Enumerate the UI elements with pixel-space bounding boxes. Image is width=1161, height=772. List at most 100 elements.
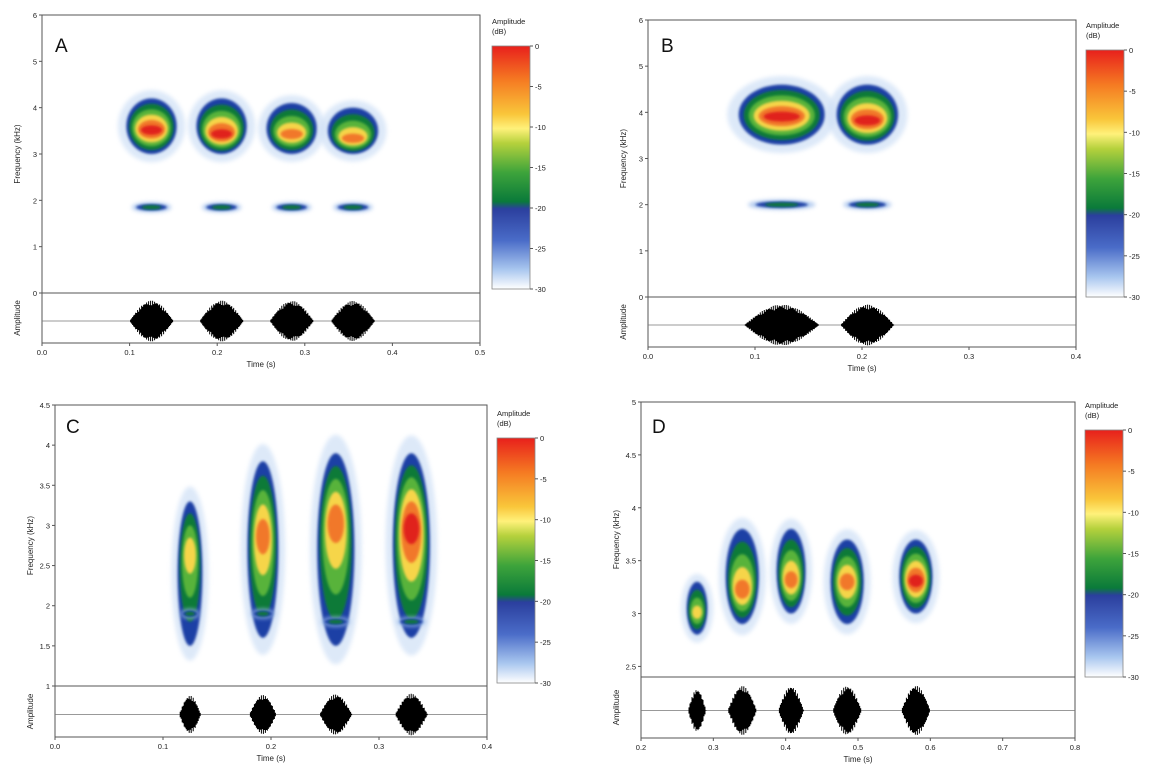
syllable-blob	[385, 435, 438, 656]
panel-d: 0.2 0.3 0.4 0.5 0.6 0.7 0.8 Time (s) 2.5 3 3.5 4 4.5…	[612, 398, 1139, 764]
syllable-blob	[117, 90, 186, 213]
blob-zone	[256, 519, 270, 555]
waveform-burst	[331, 301, 375, 341]
panel-letter: B	[661, 36, 674, 57]
spectrogram-area	[171, 434, 438, 665]
syllable-blob	[823, 529, 871, 635]
x-tick-label: 0.3	[708, 743, 718, 752]
y-tick-label: 5	[632, 398, 636, 407]
colorbar-tick-label: -5	[1128, 467, 1135, 476]
y-tick-label: 4	[46, 441, 50, 450]
blob-zone	[341, 133, 365, 143]
syllable-blob	[680, 573, 714, 643]
y-tick-label: 4.5	[626, 451, 636, 460]
y-axis-label: Frequency (kHz)	[612, 510, 621, 569]
blob-zone	[784, 571, 798, 589]
blob-zone	[692, 605, 703, 619]
spectrogram-area	[117, 90, 387, 213]
waveform-burst	[395, 693, 428, 736]
waveform-burst	[320, 694, 353, 735]
colorbar: Amplitude(dB) 0 -5 -10 -15 -20 -25 -30	[496, 409, 551, 688]
harmonic-core	[141, 205, 162, 210]
colorbar-tick-label: -15	[1128, 550, 1139, 559]
y-tick-label: 3	[46, 521, 50, 530]
blob-zone	[854, 115, 881, 126]
x-tick-label: 0.0	[50, 742, 60, 751]
colorbar-tick-label: -15	[540, 557, 551, 566]
y-tick-label: 6	[33, 11, 37, 20]
y-tick-label: 0	[33, 289, 37, 298]
waveform-burst	[688, 690, 707, 731]
colorbar-tick-label: -20	[535, 204, 546, 213]
colorbar-tick-label: -30	[540, 679, 551, 688]
y-tick-label: 3	[639, 155, 643, 164]
harmonic-core	[328, 619, 344, 624]
waveform-burst	[130, 300, 174, 342]
blob-zone	[327, 504, 345, 544]
colorbar-tick-label: -25	[535, 245, 546, 254]
syllable-blob	[770, 518, 813, 624]
colorbar-unit: (dB)	[1086, 31, 1101, 40]
colorbar-tick-label: -20	[1129, 211, 1140, 220]
syllable-blob	[309, 434, 362, 665]
blob-zone	[908, 574, 923, 588]
x-tick-label: 0.5	[853, 743, 863, 752]
syllable-blob	[727, 76, 837, 210]
y-tick-label: 1	[639, 247, 643, 256]
y-axis-label: Frequency (kHz)	[13, 124, 22, 183]
colorbar-tick-label: -15	[535, 164, 546, 173]
panel-a: 0.0 0.1 0.2 0.3 0.4 0.5 Time (s) 0 1 2 3 4 5 6 Frequen…	[13, 11, 546, 369]
waveform-burst	[728, 686, 757, 735]
x-tick-label: 0.0	[37, 348, 47, 357]
syllable-blob	[827, 76, 908, 210]
y-tick-label: 1	[46, 682, 50, 691]
waveform-burst	[778, 687, 804, 734]
x-tick-label: 0.2	[266, 742, 276, 751]
y-axis-label: Frequency (kHz)	[619, 129, 628, 188]
harmonic-core	[211, 205, 232, 210]
harmonic-core	[855, 202, 880, 207]
x-axis-label: Time (s)	[246, 360, 275, 369]
x-tick-label: 0.3	[964, 352, 974, 361]
colorbar-title: Amplitude	[1086, 21, 1119, 30]
colorbar-title: Amplitude	[497, 409, 530, 418]
y-tick-label: 1.5	[40, 642, 50, 651]
y-tick-label: 3	[33, 150, 37, 159]
harmonic-core	[256, 611, 269, 616]
x-tick-label: 0.4	[482, 742, 492, 751]
waveform-area	[42, 300, 480, 342]
colorbar-tick-label: -25	[1128, 632, 1139, 641]
x-tick-label: 0.4	[780, 743, 790, 752]
waveform-y-label: Amplitude	[612, 689, 621, 725]
x-tick-label: 0.2	[212, 348, 222, 357]
x-tick-label: 0.4	[1071, 352, 1081, 361]
panel-letter: D	[652, 417, 666, 438]
colorbar-tick-label: 0	[535, 42, 539, 51]
colorbar: Amplitude(dB) 0 -5 -10 -15 -20 -25 -30	[1085, 21, 1140, 302]
syllable-blob	[718, 517, 766, 636]
x-tick-label: 0.6	[925, 743, 935, 752]
colorbar-tick-label: -10	[1129, 128, 1140, 137]
y-tick-label: 3.5	[626, 557, 636, 566]
waveform-area	[648, 304, 1076, 346]
blob-zone	[140, 125, 163, 135]
x-tick-label: 0.8	[1070, 743, 1080, 752]
spectrogram-area	[727, 76, 908, 210]
colorbar-tick-label: -10	[535, 123, 546, 132]
y-tick-label: 5	[639, 62, 643, 71]
y-tick-label: 2	[33, 196, 37, 205]
plot-frame	[41, 14, 481, 344]
blob-zone	[184, 537, 196, 574]
x-axis-label: Time (s)	[847, 364, 876, 373]
colorbar-tick-label: 0	[540, 434, 544, 443]
harmonic-core	[343, 205, 363, 210]
waveform-burst	[744, 305, 819, 345]
colorbar-title: Amplitude	[1085, 401, 1118, 410]
colorbar-unit: (dB)	[492, 27, 507, 36]
blob-zone	[734, 579, 750, 599]
y-tick-label: 1	[33, 243, 37, 252]
waveform-burst	[249, 695, 276, 734]
x-tick-label: 0.5	[475, 348, 485, 357]
colorbar-tick-label: -30	[1128, 673, 1139, 682]
